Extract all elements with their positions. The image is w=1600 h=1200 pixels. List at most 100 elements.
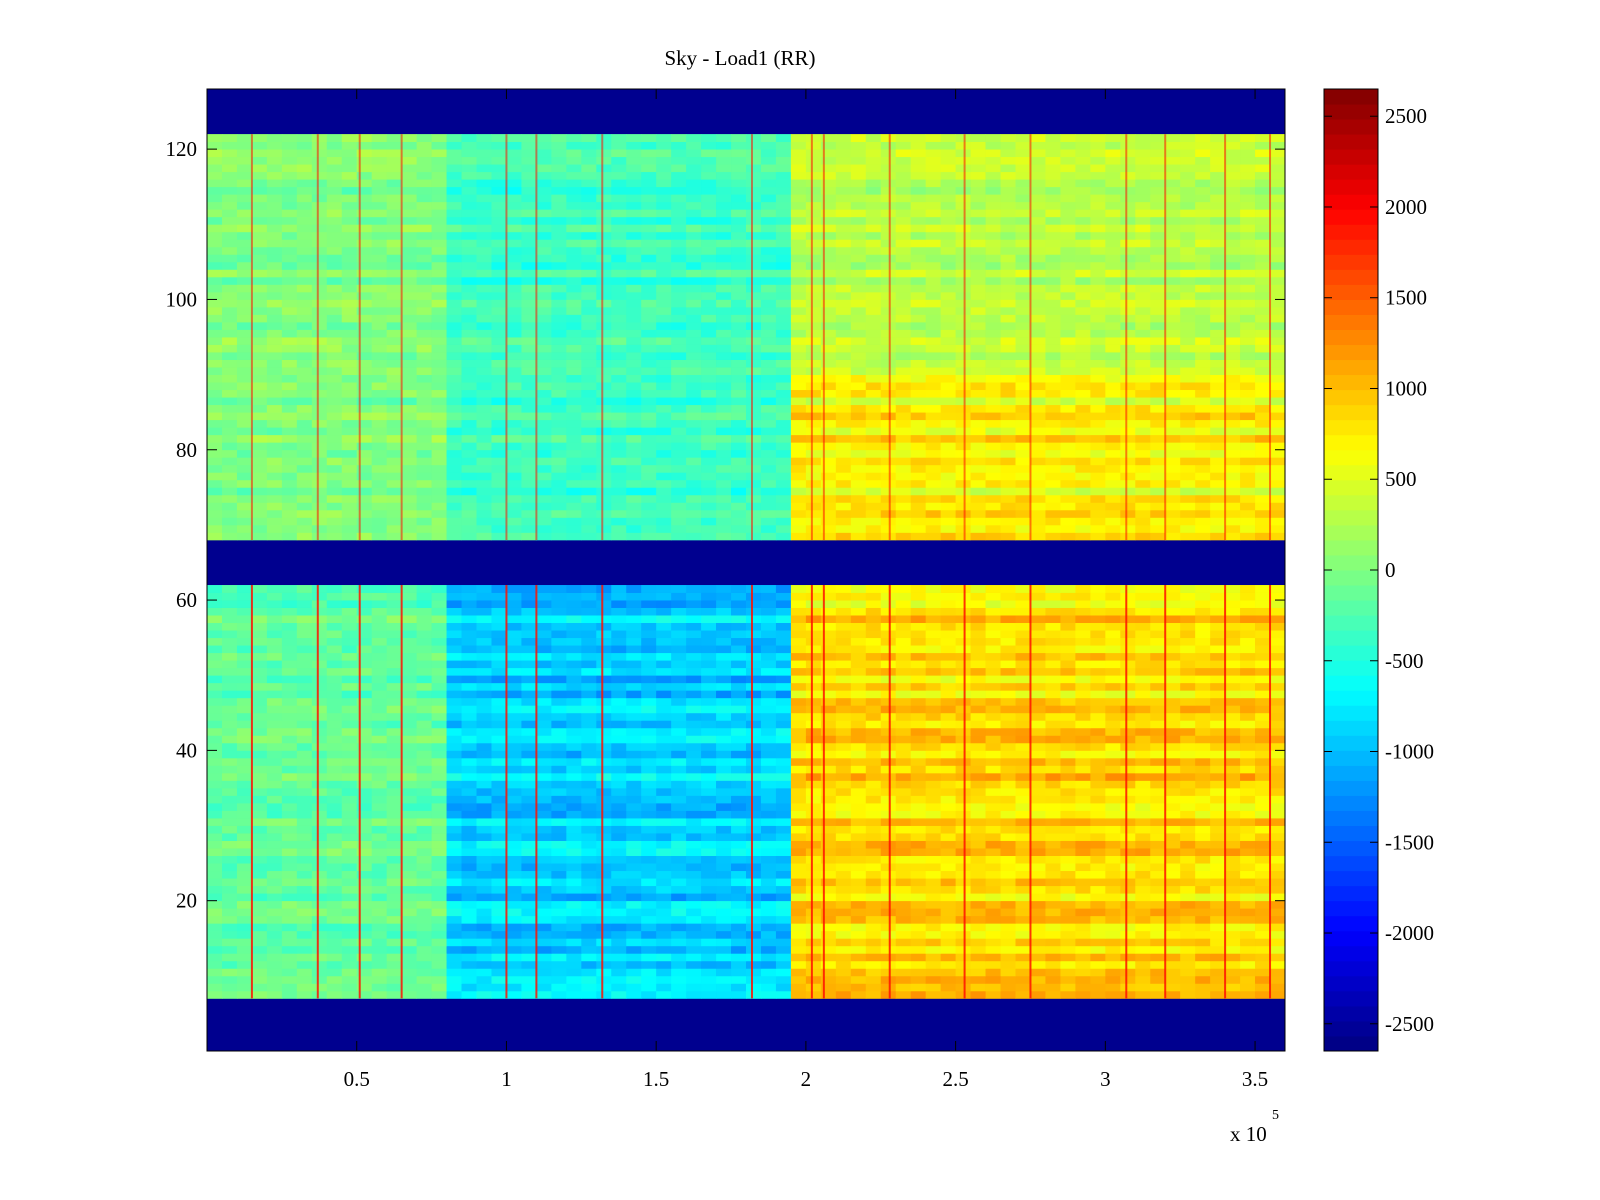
heatmap-cell	[1270, 975, 1286, 984]
heatmap-cell	[1180, 750, 1196, 759]
heatmap-cell	[386, 434, 403, 443]
heatmap-cell	[611, 720, 627, 729]
heatmap-cell	[865, 622, 882, 631]
heatmap-cell	[386, 532, 403, 541]
heatmap-cell	[910, 915, 927, 924]
heatmap-cell	[1075, 960, 1091, 969]
heatmap-cell	[236, 757, 253, 766]
heatmap-cell	[326, 524, 343, 533]
heatmap-cell	[1270, 983, 1286, 992]
heatmap-cell	[311, 517, 328, 526]
heatmap-cell	[356, 908, 373, 917]
heatmap-cell	[581, 938, 597, 947]
heatmap-cell	[686, 938, 702, 947]
heatmap-cell	[356, 990, 373, 999]
heatmap-cell	[1120, 509, 1136, 518]
heatmap-cell	[251, 878, 268, 887]
heatmap-cell	[341, 855, 358, 864]
heatmap-cell	[880, 765, 897, 774]
heatmap-cell	[311, 840, 328, 849]
heatmap-cell	[1165, 727, 1181, 736]
heatmap-cell	[236, 697, 253, 706]
heatmap-cell	[716, 908, 732, 917]
heatmap-cell	[1165, 893, 1181, 902]
heatmap-cell	[701, 735, 717, 744]
heatmap-cell	[671, 953, 687, 962]
heatmap-cell	[1150, 855, 1166, 864]
heatmap-cell	[1210, 983, 1226, 992]
heatmap-cell	[775, 630, 792, 639]
heatmap-cell	[476, 487, 492, 496]
heatmap-cell	[641, 863, 657, 872]
heatmap-cell	[1270, 585, 1286, 593]
heatmap-cell	[925, 705, 942, 714]
heatmap-cell	[1075, 885, 1091, 894]
heatmap-cell	[805, 750, 822, 759]
heatmap-cell	[551, 848, 567, 856]
heatmap-cell	[701, 975, 717, 984]
heatmap-cell	[266, 968, 283, 977]
heatmap-cell	[731, 472, 747, 481]
heatmap-cell	[446, 780, 462, 789]
heatmap-cell	[1120, 930, 1136, 939]
heatmap-cell	[820, 479, 837, 488]
heatmap-cell	[326, 833, 343, 841]
heatmap-cell	[775, 945, 792, 954]
heatmap-cell	[1225, 878, 1241, 887]
heatmap-cell	[880, 720, 897, 729]
heatmap-cell	[221, 923, 238, 932]
heatmap-cell	[221, 502, 238, 511]
heatmap-cell	[686, 863, 702, 872]
heatmap-cell	[356, 968, 373, 977]
heatmap-cell	[760, 983, 777, 992]
heatmap-cell	[1015, 637, 1031, 646]
heatmap-cell	[431, 705, 447, 714]
heatmap-cell	[1030, 960, 1046, 969]
heatmap-cell	[1000, 938, 1016, 947]
heatmap-cell	[446, 848, 462, 856]
heatmap-cell	[970, 818, 986, 826]
heatmap-cell	[1105, 968, 1121, 977]
heatmap-cell	[716, 757, 732, 766]
heatmap-cell	[506, 953, 522, 962]
heatmap-cell	[1045, 517, 1061, 526]
heatmap-cell	[611, 968, 627, 977]
heatmap-cell	[566, 667, 582, 676]
heatmap-cell	[895, 930, 912, 939]
heatmap-cell	[611, 600, 627, 608]
heatmap-cell	[371, 660, 388, 669]
heatmap-cell	[1150, 682, 1166, 691]
heatmap-cell	[1015, 975, 1031, 984]
heatmap-cell	[1060, 833, 1076, 841]
heatmap-cell	[1030, 442, 1046, 451]
heatmap-cell	[686, 622, 702, 631]
heatmap-cell	[775, 960, 792, 969]
heatmap-cell	[536, 660, 552, 669]
heatmap-cell	[626, 825, 642, 834]
heatmap-cell	[910, 637, 927, 646]
heatmap-cell	[1060, 464, 1076, 473]
heatmap-cell	[686, 442, 702, 451]
heatmap-cell	[251, 840, 268, 849]
heatmap-cell	[1135, 494, 1151, 503]
heatmap-cell	[1075, 532, 1091, 541]
heatmap-cell	[760, 690, 777, 699]
heatmap-cell	[461, 585, 477, 593]
heatmap-cell	[731, 893, 747, 902]
heatmap-cell	[775, 727, 792, 736]
heatmap-cell	[1165, 795, 1181, 804]
heatmap-cell	[386, 727, 403, 736]
heatmap-cell	[326, 615, 343, 624]
heatmap-cell	[356, 585, 373, 593]
heatmap-cell	[820, 675, 837, 684]
heatmap-cell	[251, 442, 268, 451]
heatmap-cell	[1090, 953, 1106, 962]
heatmap-cell	[1270, 893, 1286, 902]
heatmap-cell	[820, 915, 837, 924]
heatmap-cell	[955, 720, 971, 729]
heatmap-cell	[461, 750, 477, 759]
heatmap-cell	[746, 517, 762, 526]
heatmap-cell	[491, 833, 507, 841]
heatmap-cell	[611, 592, 627, 601]
heatmap-cell	[925, 532, 942, 541]
